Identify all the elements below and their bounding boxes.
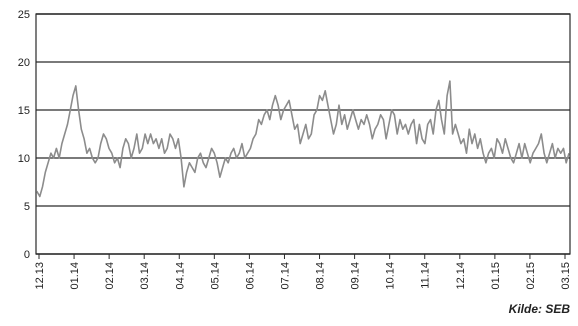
source-label: Kilde: SEB xyxy=(508,302,570,316)
y-tick-label: 15 xyxy=(18,105,30,117)
x-tick-label: 03.15 xyxy=(560,262,572,290)
x-tick-label: 04.14 xyxy=(174,262,186,290)
plot-border xyxy=(35,13,571,255)
x-tick-label: 12.13 xyxy=(34,262,46,290)
data-point xyxy=(449,80,451,82)
x-tick-label: 01.15 xyxy=(490,262,502,290)
series-layer xyxy=(36,80,570,198)
data-point xyxy=(74,85,77,87)
x-tick-label: 10.14 xyxy=(385,262,397,290)
x-tick-label: 12.14 xyxy=(455,262,467,290)
x-tick-label: 06.14 xyxy=(244,262,256,290)
data-point xyxy=(36,190,38,193)
y-tick-label: 0 xyxy=(24,249,30,261)
y-tick-label: 5 xyxy=(24,201,30,213)
y-axis-labels: 0 5 10 15 20 25 xyxy=(18,9,30,261)
series-line-0 xyxy=(36,80,570,198)
x-tick-label: 11.14 xyxy=(420,262,432,289)
x-axis-ticks xyxy=(38,254,566,259)
y-tick-label: 25 xyxy=(18,9,30,21)
x-tick-label: 01.14 xyxy=(69,262,81,290)
data-point xyxy=(38,195,41,198)
x-tick-label: 05.14 xyxy=(209,262,221,290)
x-tick-label: 03.14 xyxy=(139,262,151,290)
y-tick-label: 10 xyxy=(18,153,30,165)
x-tick-label: 08.14 xyxy=(315,262,327,290)
y-tick-label: 20 xyxy=(18,57,30,69)
plot-frame xyxy=(35,13,571,255)
x-tick-label: 02.14 xyxy=(104,262,116,290)
x-axis-labels: 12.13 01.14 02.14 03.14 04.14 05.14 06.14 07.14… xyxy=(34,262,572,290)
x-tick-label: 02.15 xyxy=(525,262,537,290)
x-tick-label: 09.14 xyxy=(350,262,362,290)
x-tick-label: 07.14 xyxy=(279,262,291,290)
